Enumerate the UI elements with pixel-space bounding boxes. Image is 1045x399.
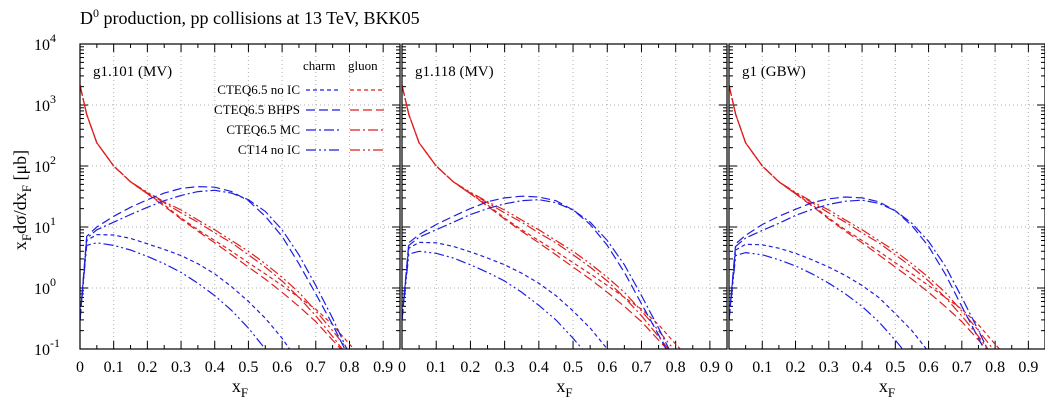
x-tick-label: 0.4: [852, 359, 872, 376]
legend-entry-label: CTEQ6.5 no IC: [217, 82, 300, 97]
x-tick-label: 0.7: [952, 359, 972, 376]
series-group: [402, 85, 682, 349]
x-tick-label: 0.5: [238, 359, 258, 376]
series-group: [80, 85, 355, 349]
y-tick-label: 10-1: [34, 336, 60, 359]
series-gluon-cteq6-5-bhps: [729, 85, 988, 349]
panel-3: 0 0.1 0.2 0.3 0.4 0.5 0.6 0.7 0.8 0.9 xF g1 (GBW): [725, 43, 1045, 399]
x-axis-title: xF: [232, 376, 248, 399]
y-tick-label: 103: [34, 92, 56, 115]
x-tick-label: 0.5: [885, 359, 905, 376]
series-gluon-cteq6-5-no-ic: [729, 85, 1001, 349]
x-tick-label: 0.4: [205, 359, 225, 376]
x-tick-label: 0: [725, 359, 733, 376]
series-gluon-ct14-no-ic: [729, 85, 994, 349]
series-charm-cteq6-5-mc: [80, 189, 348, 349]
x-tick-label: 0.8: [666, 359, 686, 376]
x-tick-label: 0.6: [919, 359, 939, 376]
series-charm-cteq6-5-bhps: [80, 185, 346, 349]
series-gluon-cteq6-5-mc: [80, 85, 344, 349]
legend-entry-label: CT14 no IC: [238, 142, 300, 157]
series-charm-cteq6-5-no-ic: [729, 243, 928, 349]
series-gluon-ct14-no-ic: [80, 85, 349, 349]
series-gluon-ct14-no-ic: [402, 85, 675, 349]
x-tick-label: 0.2: [786, 359, 806, 376]
x-tick-label: 0.6: [597, 359, 617, 376]
y-tick-label: 102: [34, 153, 56, 176]
series-gluon-cteq6-5-no-ic: [402, 85, 682, 349]
x-axis-title: xF: [879, 376, 895, 399]
panel-frame: [728, 43, 1045, 350]
series-charm-cteq6-5-mc: [729, 199, 989, 349]
x-tick-label: 0: [76, 359, 84, 376]
x-tick-label: 0.5: [563, 359, 583, 376]
y-tick-label: 104: [34, 31, 56, 54]
legend-entry-label: CTEQ6.5 BHPS: [214, 102, 300, 117]
x-tick-label: 0.8: [339, 359, 359, 376]
series-gluon-cteq6-5-mc: [729, 85, 989, 349]
x-tick-label: 0.7: [306, 359, 326, 376]
x-tick-label: 0.9: [1018, 359, 1038, 376]
y-tick-label: 100: [34, 275, 56, 298]
series-charm-cteq6-5-no-ic: [402, 241, 609, 349]
panel-label: g1.101 (MV): [93, 64, 172, 80]
series-charm-cteq6-5-mc: [402, 199, 670, 349]
y-tick-labels: 10-1 100 101 102 103 104: [34, 31, 60, 359]
panel-frame: [79, 43, 401, 350]
x-tick-label: 0.1: [752, 359, 772, 376]
x-axis-title: xF: [556, 376, 572, 399]
x-tick-label: 0.7: [631, 359, 651, 376]
panel-1: 0 0.1 0.2 0.3 0.4 0.5 0.6 0.7 0.8 0.9 xF g1.101 (MV…: [76, 43, 401, 399]
legend-header-gluon: gluon: [348, 58, 378, 73]
x-tick-label: 0.3: [495, 359, 515, 376]
series-charm-cteq6-5-no-ic: [80, 233, 291, 349]
series-charm-ct14-no-ic: [80, 242, 267, 349]
panel-label: g1.118 (MV): [415, 64, 494, 80]
x-tick-label: 0.2: [137, 359, 157, 376]
panel-frame: [401, 43, 728, 350]
series-gluon-cteq6-5-no-ic: [80, 85, 355, 349]
y-axis-title: xFdσ/dxF [μb]: [10, 150, 34, 250]
legend-entry-label: CTEQ6.5 MC: [226, 122, 300, 137]
panel-2: 0 0.1 0.2 0.3 0.4 0.5 0.6 0.7 0.8 0.9 xF g1.118 (MV…: [398, 43, 728, 399]
x-tick-label: 0.1: [426, 359, 446, 376]
series-charm-cteq6-5-bhps: [729, 196, 985, 349]
x-tick-label: 0.9: [700, 359, 720, 376]
x-tick-label: 0: [398, 359, 406, 376]
x-tick-label: 0.9: [373, 359, 393, 376]
y-tick-label: 101: [34, 214, 56, 237]
legend: charm gluon CTEQ6.5 no IC CTEQ6.5 BHPS CTE…: [214, 58, 384, 157]
x-tick-label: 0.3: [819, 359, 839, 376]
series-charm-cteq6-5-bhps: [402, 195, 667, 349]
panel-label: g1 (GBW): [742, 64, 806, 80]
x-tick-label: 0.4: [529, 359, 549, 376]
series-gluon-cteq6-5-bhps: [402, 85, 668, 349]
x-tick-label: 0.3: [171, 359, 191, 376]
x-tick-label: 0.2: [460, 359, 480, 376]
x-tick-label: 0.1: [104, 359, 124, 376]
series-charm-ct14-no-ic: [729, 251, 904, 349]
x-tick-label: 0.8: [985, 359, 1005, 376]
x-tick-label: 0.6: [272, 359, 292, 376]
panels-group: 0 0.1 0.2 0.3 0.4 0.5 0.6 0.7 0.8 0.9 xF g1.101 (MV…: [34, 31, 1045, 399]
series-group: [729, 85, 1001, 349]
series-gluon-cteq6-5-bhps: [80, 85, 342, 349]
legend-header-charm: charm: [303, 58, 335, 73]
chart-title: D0 production, pp collisions at 13 TeV, …: [80, 6, 420, 28]
series-charm-ct14-no-ic: [402, 250, 583, 349]
series-gluon-cteq6-5-mc: [402, 85, 670, 349]
